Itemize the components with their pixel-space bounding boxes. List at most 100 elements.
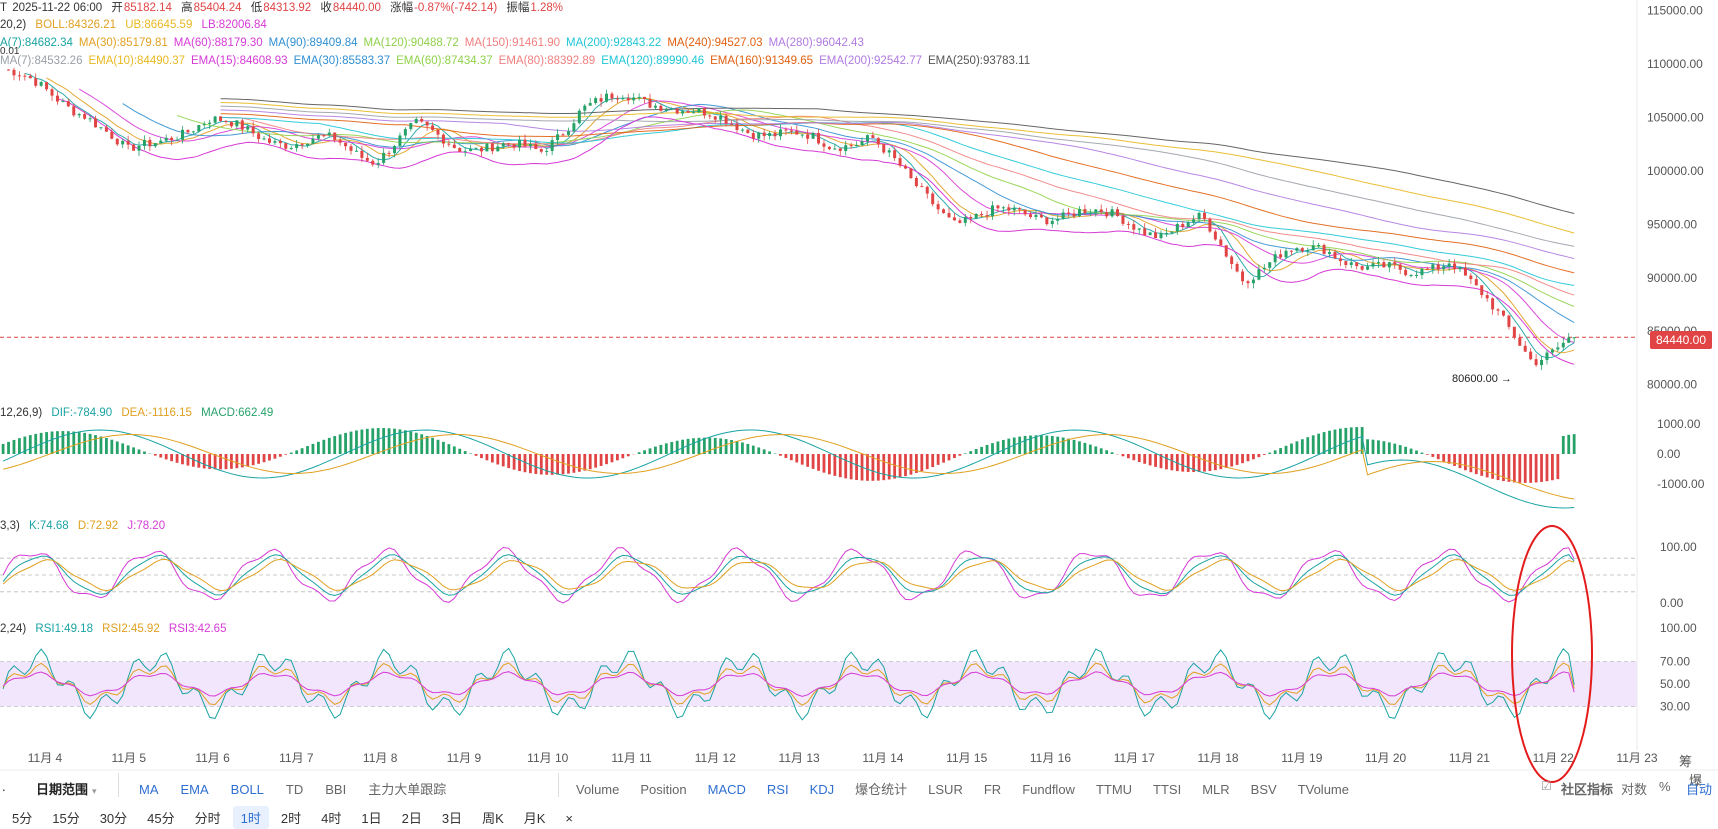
sub-indicator-mlr[interactable]: MLR	[1202, 782, 1229, 797]
candle-body	[915, 178, 918, 186]
macd-bar	[333, 436, 336, 454]
auto-scale-button[interactable]: 自动	[1686, 779, 1712, 798]
sub-indicator-fundflow[interactable]: Fundflow	[1022, 782, 1075, 797]
ma-line-5	[221, 116, 1575, 295]
sub-indicator-volume[interactable]: Volume	[576, 782, 619, 797]
interval-11[interactable]: 周K	[474, 806, 512, 829]
sub-indicator-ttmu[interactable]: TTMU	[1096, 782, 1132, 797]
ma-legend-item-6: MA(200):92843.22	[566, 37, 661, 49]
candle-body	[909, 168, 912, 178]
candle-body	[181, 130, 184, 140]
indicator-td[interactable]: TD	[286, 782, 303, 797]
candle-body	[475, 148, 478, 149]
candle-body	[1366, 267, 1369, 270]
macd-bar	[257, 454, 260, 464]
candle-body	[442, 135, 445, 144]
community-indicators-button[interactable]: 社区指标	[1561, 779, 1613, 798]
indicator-ema[interactable]: EMA	[181, 782, 209, 797]
macd-tick-2: -1000.00	[1657, 477, 1705, 491]
macd-bar	[529, 454, 532, 473]
macd-bar	[1535, 454, 1538, 482]
log-scale-button[interactable]: 对数	[1621, 779, 1647, 798]
interval-10[interactable]: 3日	[434, 806, 470, 829]
candle-body	[1187, 222, 1190, 227]
sub-indicator-rsi[interactable]: RSI	[767, 782, 789, 797]
candle-body	[1513, 327, 1516, 338]
sub-indicator-爆仓统计[interactable]: 爆仓统计	[855, 779, 907, 798]
interval-0[interactable]: 5分	[4, 806, 40, 829]
indicator-主力大单跟踪[interactable]: 主力大单跟踪	[368, 779, 446, 798]
period-prefix: T	[0, 2, 7, 14]
macd-bar	[583, 454, 586, 471]
interval-6[interactable]: 2时	[273, 806, 309, 829]
amp-label: 振幅	[506, 2, 529, 14]
rsi1: RSI1:49.18	[35, 623, 93, 635]
candle-body	[1127, 224, 1130, 225]
macd-bar	[1524, 454, 1527, 483]
macd-bar	[1518, 454, 1521, 483]
candle-body	[1361, 266, 1364, 270]
ma-legend-item-5: MA(150):91461.90	[465, 37, 560, 49]
macd-bar	[290, 453, 293, 454]
macd-bar	[344, 433, 347, 454]
candle-body	[1219, 239, 1222, 245]
indicator-bbi[interactable]: BBI	[325, 782, 346, 797]
candle-body	[1105, 212, 1108, 216]
macd-bar	[1285, 446, 1288, 454]
date-range-button[interactable]: 日期范围▾	[36, 779, 97, 798]
macd-bar	[562, 454, 565, 474]
macd-bar	[855, 454, 858, 480]
macd-bar	[785, 454, 788, 458]
macd-bar	[404, 430, 407, 454]
macd-bar	[1257, 454, 1260, 457]
interval-2[interactable]: 30分	[92, 806, 135, 829]
sub-indicator-bsv[interactable]: BSV	[1251, 782, 1277, 797]
candle-body	[545, 151, 548, 152]
interval-7[interactable]: 4时	[313, 806, 349, 829]
candle-body	[980, 214, 983, 215]
interval-8[interactable]: 1日	[353, 806, 389, 829]
candle-body	[1464, 267, 1467, 275]
macd-bar	[1556, 454, 1559, 479]
candle-body	[551, 140, 554, 151]
indicator-boll[interactable]: BOLL	[231, 782, 264, 797]
interval-12[interactable]: 月K	[516, 806, 554, 829]
sub-indicator-ttsi[interactable]: TTSI	[1153, 782, 1181, 797]
candle-body	[301, 144, 304, 145]
sub-indicator-lsur[interactable]: LSUR	[928, 782, 963, 797]
macd-bar	[83, 433, 86, 454]
macd-bar	[105, 438, 108, 454]
candle-body	[235, 120, 238, 126]
macd-bar	[252, 454, 255, 465]
rsi2: RSI2:45.92	[102, 623, 160, 635]
candle-body	[469, 149, 472, 152]
candle-body	[1545, 353, 1548, 360]
toolbar-divider	[558, 773, 559, 797]
macd-bar	[1187, 454, 1190, 472]
sub-indicator-tvolume[interactable]: TVolume	[1298, 782, 1349, 797]
macd-bar	[409, 431, 412, 454]
sub-indicator-macd[interactable]: MACD	[708, 782, 746, 797]
sub-indicator-position[interactable]: Position	[640, 782, 686, 797]
macd-bar	[904, 454, 907, 476]
sub-indicator-kdj[interactable]: KDJ	[810, 782, 835, 797]
macd-bar	[100, 436, 103, 454]
percent-scale-button[interactable]: %	[1659, 779, 1671, 794]
candle-body	[1420, 269, 1423, 275]
interval-1[interactable]: 15分	[44, 806, 87, 829]
indicator-ma[interactable]: MA	[139, 782, 159, 797]
macd-bar	[1219, 454, 1222, 469]
candle-body	[366, 158, 369, 161]
candle-body	[1344, 261, 1347, 265]
candle-body	[605, 94, 608, 102]
corner-label-1[interactable]: 筹	[1679, 754, 1692, 769]
interval-5[interactable]: 1时	[233, 806, 269, 829]
close-icon[interactable]: ×	[557, 809, 581, 828]
interval-4[interactable]: 分时	[187, 806, 229, 829]
candle-body	[801, 135, 804, 136]
candle-body	[621, 98, 624, 99]
interval-9[interactable]: 2日	[394, 806, 430, 829]
interval-3[interactable]: 45分	[139, 806, 182, 829]
candle-body	[67, 101, 70, 106]
sub-indicator-fr[interactable]: FR	[984, 782, 1001, 797]
